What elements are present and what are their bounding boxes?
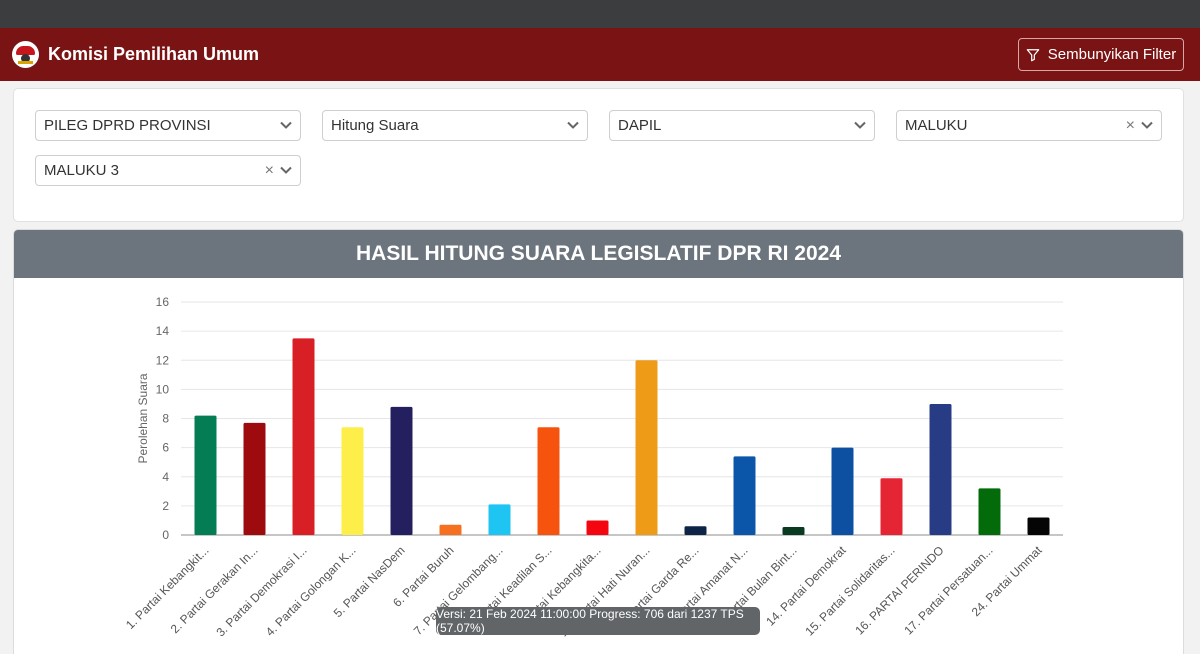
province-value: MALUKU xyxy=(905,117,968,134)
version-progress-tooltip: Versi: 21 Feb 2024 11:00:00 Progress: 70… xyxy=(436,607,760,635)
bar xyxy=(635,360,658,535)
x-tick-label: 4. Partai Golongan K... xyxy=(263,543,359,639)
bar xyxy=(782,526,805,535)
chart-card: HASIL HITUNG SUARA LEGISLATIF DPR RI 202… xyxy=(13,229,1184,654)
bar xyxy=(537,427,560,535)
chevron-down-icon xyxy=(567,121,579,129)
bar xyxy=(978,488,1001,535)
hide-filter-label: Sembunyikan Filter xyxy=(1047,46,1177,63)
bar xyxy=(390,406,413,535)
hide-filter-button[interactable]: Sembunyikan Filter xyxy=(1018,38,1184,71)
x-tick-label: 3. Partai Demokrasi I... xyxy=(213,543,309,639)
bar xyxy=(194,415,217,535)
y-tick-label: 0 xyxy=(162,528,169,542)
y-tick-label: 4 xyxy=(162,470,169,484)
bar xyxy=(243,422,266,535)
bar xyxy=(684,526,707,535)
region-level-value: DAPIL xyxy=(618,117,662,134)
bar xyxy=(292,338,315,535)
election-type-value: PILEG DPRD PROVINSI xyxy=(44,117,211,134)
bar xyxy=(831,447,854,535)
clear-icon[interactable]: × xyxy=(264,162,274,179)
bar xyxy=(488,504,511,535)
x-tick-label: 15. Partai Solidaritas... xyxy=(802,543,897,638)
bar-chart: 0 2 4 6 8 10 12 14 16 Perolehan Suara 1. Partai Ke… xyxy=(123,295,1063,639)
bar xyxy=(929,403,952,535)
y-tick-label: 8 xyxy=(162,412,169,426)
y-axis-label: Perolehan Suara xyxy=(136,373,150,463)
y-tick-label: 14 xyxy=(156,324,170,338)
x-tick-label: 16. PARTAI PERINDO xyxy=(852,543,946,637)
election-type-select[interactable]: PILEG DPRD PROVINSI xyxy=(35,110,301,141)
y-tick-label: 6 xyxy=(162,441,169,455)
navbar: Komisi Pemilihan Umum Sembunyikan Filter xyxy=(0,28,1200,81)
x-tick-label: 17. Partai Persatuan... xyxy=(901,543,995,637)
bar xyxy=(341,427,364,535)
y-tick-label: 10 xyxy=(156,382,170,396)
bar xyxy=(586,520,609,535)
bar xyxy=(439,524,462,535)
x-tick-label: 1. Partai Kebangkit... xyxy=(123,543,212,632)
x-tick-label: 2. Partai Gerakan In... xyxy=(168,543,261,636)
browser-top-strip xyxy=(0,0,1200,28)
chevron-down-icon xyxy=(280,121,292,129)
dapil-value: MALUKU 3 xyxy=(44,162,120,179)
filter-panel: PILEG DPRD PROVINSI Hitung Suara DAPIL M… xyxy=(13,88,1184,222)
chevron-down-icon xyxy=(280,166,292,174)
count-type-value: Hitung Suara xyxy=(331,117,419,134)
brand[interactable]: Komisi Pemilihan Umum xyxy=(12,41,259,68)
clear-icon[interactable]: × xyxy=(1125,117,1135,134)
y-tick-label: 12 xyxy=(156,353,170,367)
bar xyxy=(733,456,756,535)
chart-title: HASIL HITUNG SUARA LEGISLATIF DPR RI 202… xyxy=(14,230,1183,278)
y-tick-label: 16 xyxy=(156,295,170,309)
count-type-select[interactable]: Hitung Suara xyxy=(322,110,588,141)
kpu-logo xyxy=(12,41,39,68)
region-level-select[interactable]: DAPIL xyxy=(609,110,875,141)
bar xyxy=(880,478,903,535)
y-tick-label: 2 xyxy=(162,499,169,513)
dapil-select[interactable]: MALUKU 3 × xyxy=(35,155,301,186)
province-select[interactable]: MALUKU × xyxy=(896,110,1162,141)
chevron-down-icon xyxy=(1141,121,1153,129)
app-title: Komisi Pemilihan Umum xyxy=(48,44,260,64)
bar xyxy=(1027,517,1050,535)
filter-icon xyxy=(1026,48,1040,61)
chevron-down-icon xyxy=(854,121,866,129)
